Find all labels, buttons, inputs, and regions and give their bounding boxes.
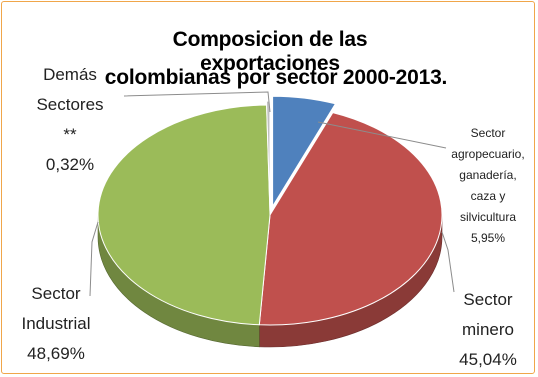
label-minero-line-1: Sector [463,290,513,309]
label-demas-line-3: ** [63,125,77,144]
label-demas-line-2: Sectores [36,95,104,114]
label-industrial-line-1: Sector [31,284,81,303]
label-agropecuario-line-5: silvicultura [459,210,516,224]
chart-title-line-1: Composicion de las exportaciones [172,28,368,75]
slice-demas [265,100,271,212]
label-agropecuario-line-1: Sector [470,126,506,140]
slice-industrial [97,104,271,326]
leader-line-industrial [89,221,99,297]
label-demas: Demás Sectores ** 0,32% [27,60,113,180]
label-agropecuario-pct: 5,95% [470,231,506,245]
label-demas-line-1: Demás [43,65,97,84]
leader-line-minero [441,231,455,293]
slice-agropecuario [272,95,337,208]
label-minero-pct: 45,04% [459,350,517,369]
label-industrial-pct: 48,69% [27,344,85,363]
label-minero: Sector minero 45,04% [448,285,528,375]
label-minero-line-2: minero [462,320,514,339]
chart-title-line-2: colombianas por sector 2000-2013. [104,66,448,89]
label-agropecuario: Sector agropecuario, ganadería, caza y s… [440,123,536,249]
label-agropecuario-line-4: caza y [470,189,506,203]
leader-line-demas [123,91,271,113]
label-industrial-line-2: Industrial [21,314,91,333]
label-agropecuario-line-2: agropecuario, [451,147,525,161]
leader-line-agropecuario [317,121,447,149]
label-industrial: Sector Industrial 48,69% [16,279,96,369]
pie-tops [97,95,443,326]
label-agropecuario-line-3: ganadería, [459,168,517,182]
slice-minero [258,112,443,326]
label-demas-pct: 0,32% [45,155,95,174]
